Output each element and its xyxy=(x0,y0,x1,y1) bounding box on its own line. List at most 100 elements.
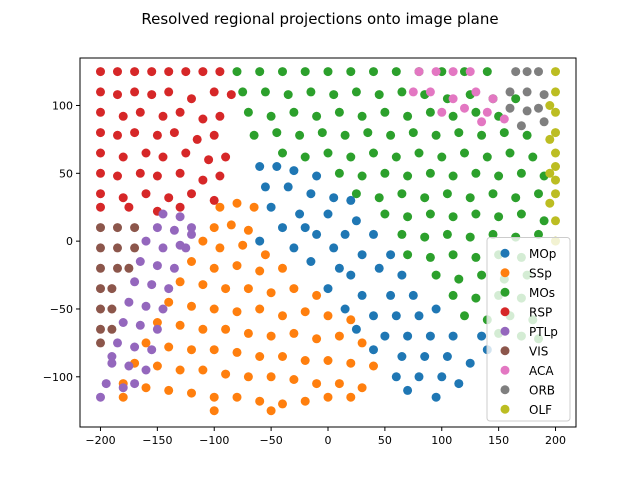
point-ptlp-18 xyxy=(135,320,145,330)
point-ssp-45 xyxy=(232,347,242,357)
point-mos-19 xyxy=(397,87,407,97)
point-olf-3 xyxy=(551,107,560,117)
point-vis-14 xyxy=(107,324,117,334)
point-mos-57 xyxy=(437,152,447,162)
point-mos-66 xyxy=(425,168,435,178)
point-mop-14 xyxy=(340,229,350,239)
point-ssp-22 xyxy=(164,297,174,307)
point-olf-5 xyxy=(545,134,555,144)
point-mos-41 xyxy=(340,130,350,140)
point-mos-43 xyxy=(386,130,396,140)
point-mop-13 xyxy=(312,229,322,239)
point-mos-103 xyxy=(454,274,464,284)
point-ssp-20 xyxy=(289,284,299,294)
point-ssp-40 xyxy=(357,338,367,348)
point-orb-10 xyxy=(516,121,526,131)
point-mop-53 xyxy=(300,223,310,233)
point-orb-8 xyxy=(534,103,543,113)
legend-label: MOs xyxy=(529,286,555,300)
point-ssp-51 xyxy=(369,361,378,371)
point-mop-2 xyxy=(289,166,299,176)
point-ptlp-11 xyxy=(130,277,140,287)
point-mos-61 xyxy=(528,152,538,162)
axes-layer: −200 −150 −100 −50 0 50 100 150 200 −100 −50 0 50 100 xyxy=(43,57,577,447)
point-mop-42 xyxy=(442,352,452,361)
point-aca-2 xyxy=(448,67,458,77)
point-ssp-4 xyxy=(226,220,236,230)
point-ssp-28 xyxy=(300,307,310,317)
point-mop-9 xyxy=(295,209,305,219)
point-ssp-60 xyxy=(312,379,322,389)
point-mos-70 xyxy=(516,168,526,178)
point-ptlp-31 xyxy=(107,352,117,361)
point-mos-67 xyxy=(448,171,458,181)
legend-item-orb: ORB xyxy=(500,383,555,397)
point-rsp-27 xyxy=(169,128,179,138)
point-ptlp-4 xyxy=(187,229,196,239)
point-mop-44 xyxy=(391,372,401,382)
point-ptlp-2 xyxy=(152,223,162,233)
point-mos-33 xyxy=(425,107,435,117)
point-mos-97 xyxy=(425,252,435,262)
point-rsp-37 xyxy=(96,168,105,178)
point-mos-38 xyxy=(272,128,282,138)
point-rsp-8 xyxy=(96,87,105,97)
point-mos-44 xyxy=(408,128,418,138)
point-mos-48 xyxy=(499,128,509,138)
legend-item-vis: VIS xyxy=(500,344,548,358)
legend-label: SSp xyxy=(529,266,552,280)
point-orb-7 xyxy=(522,106,532,116)
point-rsp-7 xyxy=(215,67,225,77)
point-ssp-5 xyxy=(243,225,253,235)
point-mop-18 xyxy=(329,243,339,253)
point-mop-38 xyxy=(448,331,458,341)
point-mop-21 xyxy=(306,257,316,266)
legend-marker xyxy=(500,346,510,356)
point-rsp-13 xyxy=(187,94,196,104)
point-mos-80 xyxy=(534,189,543,199)
point-mos-30 xyxy=(357,111,367,121)
point-mop-5 xyxy=(306,189,316,199)
point-mop-10 xyxy=(323,209,333,219)
point-mos-17 xyxy=(351,87,361,97)
point-ssp-21 xyxy=(312,290,322,300)
point-mop-20 xyxy=(386,250,396,260)
point-rsp-10 xyxy=(130,87,140,97)
point-mos-108 xyxy=(471,293,481,303)
point-olf-1 xyxy=(551,87,560,97)
legend-marker xyxy=(500,307,510,317)
point-rsp-17 xyxy=(118,111,128,121)
point-mos-34 xyxy=(448,111,458,121)
point-orb-4 xyxy=(522,87,532,97)
point-ssp-70 xyxy=(278,399,287,409)
point-mop-54 xyxy=(334,263,344,273)
point-ssp-48 xyxy=(300,356,310,365)
point-mos-12 xyxy=(238,87,248,97)
point-mos-74 xyxy=(397,189,407,199)
point-rsp-9 xyxy=(113,90,122,100)
point-mos-76 xyxy=(442,189,452,199)
point-mop-4 xyxy=(283,182,293,192)
point-ptlp-17 xyxy=(118,318,128,327)
point-rsp-19 xyxy=(158,111,168,121)
point-rsp-1 xyxy=(113,67,122,77)
point-mop-16 xyxy=(255,236,265,246)
point-ssp-0 xyxy=(215,202,225,212)
legend-item-mop: MOp xyxy=(500,247,556,261)
point-mos-13 xyxy=(260,87,270,97)
point-vis-10 xyxy=(107,284,117,294)
point-mop-46 xyxy=(437,372,447,382)
point-mop-39 xyxy=(369,345,378,355)
series-ssp xyxy=(118,198,378,416)
legend-marker xyxy=(500,287,510,297)
point-rsp-0 xyxy=(96,67,105,77)
point-mos-81 xyxy=(380,209,390,219)
legend-marker xyxy=(500,365,510,375)
point-olf-11 xyxy=(545,198,555,208)
point-rsp-2 xyxy=(130,67,140,77)
point-mop-35 xyxy=(380,331,390,341)
legend-label: ORB xyxy=(529,383,555,397)
point-rsp-48 xyxy=(187,189,196,199)
point-mos-29 xyxy=(334,107,344,117)
point-aca-4 xyxy=(408,87,418,97)
